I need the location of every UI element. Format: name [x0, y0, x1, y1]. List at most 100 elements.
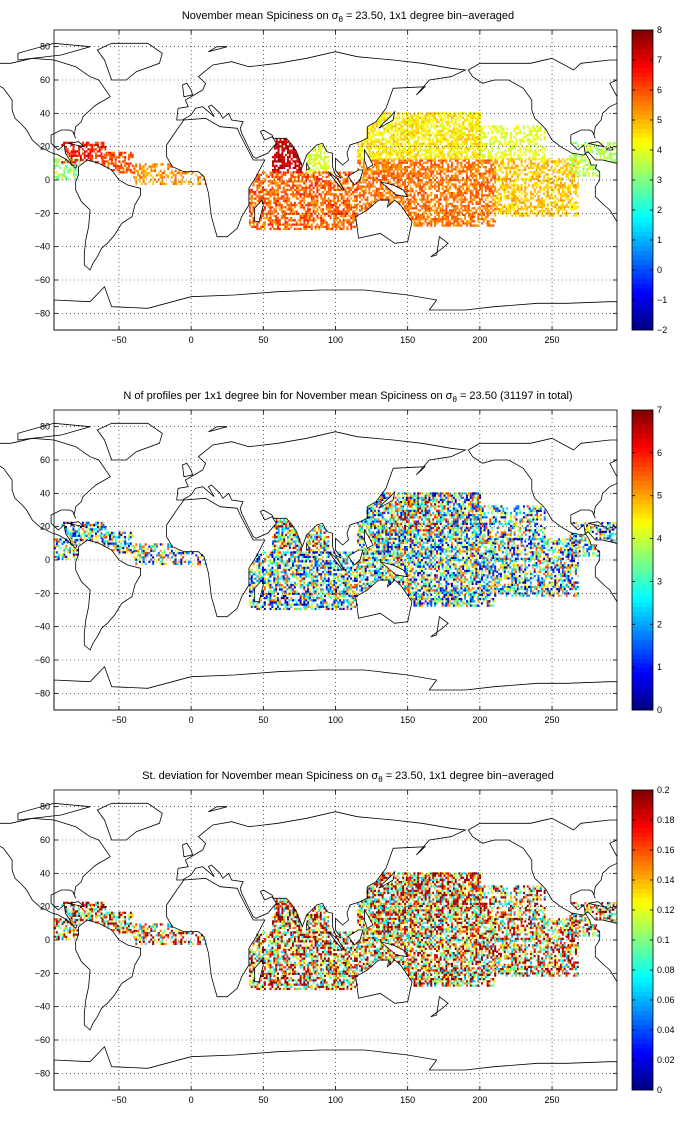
data-cell: [312, 160, 315, 163]
data-cell: [451, 163, 453, 167]
data-cell: [405, 149, 408, 152]
data-cell: [104, 148, 107, 151]
data-cell: [337, 217, 340, 220]
data-cell: [375, 157, 378, 161]
data-cell: [524, 205, 527, 209]
data-cell: [471, 138, 474, 141]
data-cell: [546, 158, 549, 161]
data-cell: [273, 219, 276, 222]
data-cell: [436, 222, 438, 225]
data-cell: [298, 164, 301, 167]
data-cell: [419, 198, 422, 201]
data-cell: [303, 223, 306, 226]
data-cell: [100, 146, 103, 149]
data-cell: [335, 227, 338, 231]
data-cell: [357, 161, 360, 164]
data-cell: [460, 153, 463, 156]
data-cell: [303, 206, 306, 209]
data-cell: [471, 142, 474, 145]
data-cell: [503, 190, 506, 193]
data-cell: [262, 195, 264, 198]
data-cell: [505, 188, 508, 191]
data-cell: [537, 175, 540, 178]
data-cell: [283, 160, 286, 163]
data-cell: [426, 114, 429, 117]
data-cell: [305, 191, 308, 194]
data-cell: [439, 142, 442, 145]
data-cell: [523, 125, 525, 128]
data-cell: [124, 151, 127, 154]
data-cell: [443, 213, 446, 216]
data-cell: [482, 218, 485, 221]
data-cell: [481, 183, 483, 186]
data-cell: [517, 125, 520, 128]
data-cell: [424, 127, 427, 130]
data-cell: [167, 165, 170, 168]
data-cell: [284, 225, 287, 228]
data-cell: [409, 125, 412, 128]
data-cell: [462, 205, 465, 208]
data-cell: [524, 212, 527, 215]
data-cell: [469, 125, 472, 128]
data-cell: [350, 197, 353, 200]
data-cell: [556, 197, 559, 200]
data-cell: [357, 168, 360, 171]
data-cell: [608, 142, 611, 145]
data-cell: [573, 184, 576, 187]
data-cell: [571, 162, 574, 165]
data-cell: [354, 188, 356, 192]
data-cell: [377, 159, 380, 162]
data-cell: [354, 204, 356, 207]
data-cell: [57, 164, 60, 168]
data-cell: [452, 125, 455, 128]
data-cell: [337, 223, 340, 226]
data-cell: [449, 224, 452, 227]
data-cell: [451, 157, 453, 161]
data-cell: [526, 164, 529, 167]
data-cell: [526, 144, 529, 148]
data-cell: [413, 202, 416, 206]
data-cell: [460, 211, 463, 214]
data-cell: [250, 201, 253, 205]
data-cell: [273, 195, 276, 198]
data-cell: [537, 166, 540, 170]
data-cell: [325, 208, 328, 211]
data-cell: [265, 212, 268, 215]
data-cell: [482, 179, 485, 182]
data-cell: [513, 197, 516, 200]
data-cell: [475, 181, 478, 184]
data-cell: [576, 212, 579, 215]
data-cell: [140, 182, 143, 186]
data-cell: [405, 207, 408, 210]
data-cell: [432, 142, 435, 145]
data-cell: [413, 166, 416, 169]
data-cell: [398, 151, 401, 154]
data-cell: [306, 169, 309, 172]
data-cell: [387, 174, 390, 177]
data-cell: [439, 129, 442, 132]
data-cell: [277, 184, 279, 187]
data-cell: [319, 166, 322, 170]
data-cell: [277, 188, 279, 192]
data-cell: [377, 155, 380, 158]
data-cell: [437, 149, 440, 152]
data-cell: [532, 155, 535, 158]
data-cell: [445, 194, 448, 197]
data-cell: [426, 112, 429, 115]
data-cell: [404, 149, 407, 152]
data-cell: [475, 138, 478, 141]
data-cell: [471, 153, 474, 156]
data-cell: [127, 164, 130, 167]
data-cell: [571, 142, 574, 145]
data-cell: [344, 201, 347, 205]
data-cell: [460, 151, 463, 154]
data-cell: [286, 208, 289, 211]
data-cell: [370, 200, 373, 203]
data-cell: [280, 206, 283, 209]
data-cell: [303, 208, 306, 211]
data-cell: [567, 177, 570, 180]
data-cell: [293, 180, 296, 183]
data-cell: [385, 153, 388, 156]
data-cell: [278, 184, 281, 187]
data-cell: [400, 155, 403, 158]
